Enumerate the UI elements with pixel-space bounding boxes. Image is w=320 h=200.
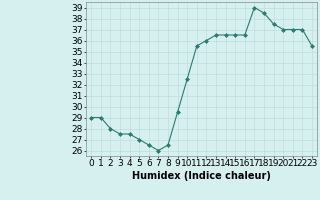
X-axis label: Humidex (Indice chaleur): Humidex (Indice chaleur) <box>132 171 271 181</box>
